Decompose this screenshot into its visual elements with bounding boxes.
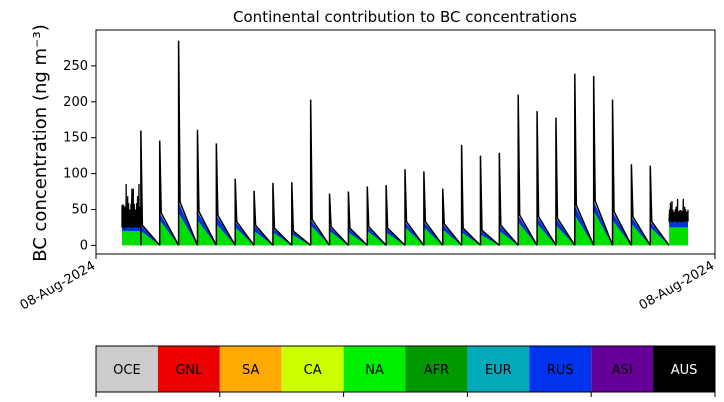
- legend-swatch-eur: [467, 346, 530, 392]
- line-total: [385, 185, 406, 246]
- line-total: [517, 94, 538, 246]
- line-total: [215, 143, 236, 246]
- plot-frame: [95, 29, 716, 255]
- y-tick-label: 250: [63, 59, 88, 74]
- line-total: [479, 155, 500, 246]
- region-legend-bar: OCE GNL SA CA NA AFR EUR RUS ASI AUS: [95, 345, 716, 397]
- area-na: [631, 223, 651, 246]
- line-total: [328, 193, 349, 246]
- legend-swatch-na: [343, 346, 406, 392]
- line-total: [649, 165, 670, 246]
- line-total: [196, 129, 217, 246]
- legend-label-ca: CA: [304, 363, 322, 378]
- area-na: [480, 234, 500, 246]
- area-rus: [235, 221, 255, 246]
- plot-area: [121, 40, 689, 246]
- area-rus: [574, 205, 594, 246]
- line-total: [555, 117, 576, 246]
- line-total: [404, 169, 425, 246]
- area-na: [423, 227, 443, 246]
- y-axis-label: BC concentration (ng m⁻³): [30, 24, 51, 262]
- legend-swatch-rus: [529, 346, 592, 392]
- x-tick-label-start: 08-Aug-2024: [18, 258, 98, 313]
- legend-swatch-asi: [591, 346, 654, 392]
- line-total: [460, 144, 481, 246]
- line-total: [140, 130, 161, 246]
- area-rus: [122, 227, 141, 232]
- area-na: [272, 232, 292, 246]
- area-na: [518, 222, 538, 246]
- area-na: [386, 232, 405, 246]
- legend-frame: [95, 345, 716, 393]
- y-tick-label: 200: [63, 95, 88, 110]
- x-tick-label-end: 08-Aug-2024: [637, 258, 717, 313]
- area-na: [178, 213, 198, 246]
- area-na: [254, 231, 273, 246]
- area-na: [499, 231, 519, 246]
- legend-swatch-aus: [653, 346, 715, 392]
- line-total: [668, 198, 689, 224]
- line-total: [272, 182, 293, 246]
- area-rus: [669, 221, 688, 228]
- line-total: [630, 164, 651, 246]
- line-total: [574, 73, 595, 246]
- y-tick-label: 150: [63, 131, 88, 146]
- legend-label-afr: AFR: [424, 363, 449, 378]
- area-na: [405, 227, 424, 246]
- area-na: [442, 229, 462, 246]
- area-na: [122, 231, 141, 246]
- legend-label-gnl: GNL: [175, 363, 203, 378]
- line-total: [253, 190, 274, 246]
- line-total: [536, 111, 557, 246]
- legend-label-aus: AUS: [671, 363, 698, 378]
- line-total: [366, 186, 387, 246]
- legend-label-asi: ASI: [612, 363, 633, 378]
- legend-swatch-oce: [96, 346, 158, 392]
- legend-label-rus: RUS: [547, 363, 574, 378]
- legend-label-sa: SA: [242, 363, 259, 378]
- line-total: [498, 152, 519, 246]
- line-total: [291, 182, 312, 246]
- area-rus: [650, 221, 670, 246]
- legend-swatch-afr: [405, 346, 468, 392]
- legend-swatch-gnl: [157, 346, 220, 392]
- line-total: [347, 191, 368, 246]
- area-na: [669, 227, 688, 246]
- area-rus: [537, 216, 556, 246]
- area-na: [348, 232, 368, 246]
- y-tick-label: 0: [80, 238, 88, 253]
- area-na: [329, 231, 349, 246]
- y-axis: 0 50 100 150 200 250: [63, 59, 96, 253]
- line-total: [121, 183, 142, 229]
- area-na: [593, 210, 613, 246]
- legend-swatch-sa: [219, 346, 282, 392]
- line-total: [309, 99, 331, 246]
- legend-swatch-ca: [281, 346, 344, 392]
- line-total: [423, 171, 444, 246]
- area-na: [310, 225, 330, 246]
- legend-label-oce: OCE: [113, 363, 141, 378]
- area-na: [650, 227, 670, 246]
- line-total: [158, 140, 180, 246]
- legend-label-eur: EUR: [485, 363, 512, 378]
- line-total: [177, 40, 199, 246]
- area-na: [555, 225, 575, 246]
- area-na: [235, 227, 255, 246]
- x-axis: 08-Aug-2024 08-Aug-2024: [18, 254, 717, 314]
- area-na: [461, 232, 481, 246]
- line-total: [611, 99, 633, 246]
- legend-label-na: NA: [365, 363, 384, 378]
- line-total: [592, 75, 614, 246]
- area-na: [291, 234, 311, 246]
- y-tick-label: 100: [63, 167, 88, 182]
- line-total: [234, 178, 255, 246]
- chart-title: Continental contribution to BC concentra…: [233, 8, 577, 26]
- area-na: [367, 231, 387, 246]
- line-total: [441, 188, 463, 246]
- y-tick-label: 50: [71, 202, 88, 217]
